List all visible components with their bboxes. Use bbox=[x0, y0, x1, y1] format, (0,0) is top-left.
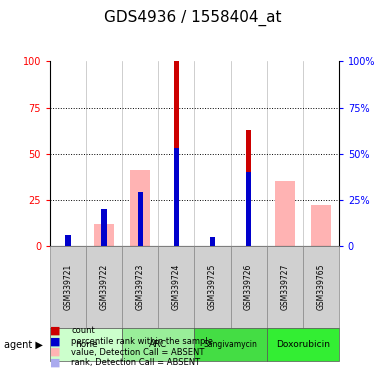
Text: count: count bbox=[71, 326, 95, 335]
Bar bbox=[174, 61, 179, 246]
Bar bbox=[94, 223, 114, 246]
Text: GSM339726: GSM339726 bbox=[244, 264, 253, 310]
Bar bbox=[174, 148, 179, 246]
Bar bbox=[131, 170, 150, 246]
Text: value, Detection Call = ABSENT: value, Detection Call = ABSENT bbox=[71, 348, 204, 357]
Text: GSM339722: GSM339722 bbox=[100, 264, 109, 310]
Text: percentile rank within the sample: percentile rank within the sample bbox=[71, 337, 213, 346]
Text: ■: ■ bbox=[50, 326, 60, 336]
Text: GSM339725: GSM339725 bbox=[208, 264, 217, 310]
Text: ARC: ARC bbox=[149, 340, 167, 349]
Bar bbox=[102, 209, 107, 246]
Bar bbox=[137, 192, 143, 246]
Bar bbox=[311, 205, 331, 246]
Text: GSM339723: GSM339723 bbox=[136, 264, 145, 310]
Bar bbox=[246, 172, 251, 246]
Text: GSM339727: GSM339727 bbox=[280, 264, 289, 310]
Text: rank, Detection Call = ABSENT: rank, Detection Call = ABSENT bbox=[71, 358, 200, 367]
Text: GSM339765: GSM339765 bbox=[316, 264, 325, 310]
Text: Doxorubicin: Doxorubicin bbox=[276, 340, 330, 349]
Text: ■: ■ bbox=[50, 358, 60, 368]
Text: ■: ■ bbox=[50, 347, 60, 357]
Text: none: none bbox=[75, 340, 97, 349]
Text: GSM339721: GSM339721 bbox=[64, 264, 73, 310]
Text: ■: ■ bbox=[50, 336, 60, 346]
Text: agent ▶: agent ▶ bbox=[4, 339, 43, 350]
Text: GSM339724: GSM339724 bbox=[172, 264, 181, 310]
Bar bbox=[246, 130, 251, 246]
Text: Sangivamycin: Sangivamycin bbox=[204, 340, 258, 349]
Bar bbox=[275, 181, 295, 246]
Bar bbox=[210, 237, 215, 246]
Text: GDS4936 / 1558404_at: GDS4936 / 1558404_at bbox=[104, 10, 281, 26]
Bar bbox=[65, 235, 71, 246]
